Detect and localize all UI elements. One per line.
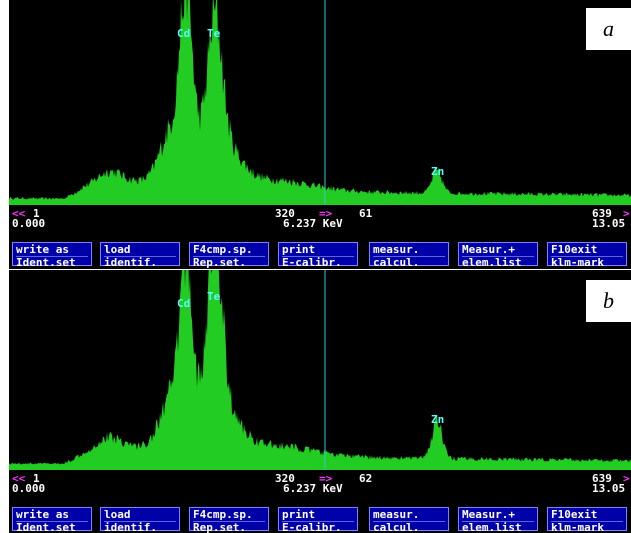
scroll-left-arrow[interactable]: <<	[12, 472, 26, 485]
cursor-count: 62	[359, 472, 373, 485]
peak-label-zn: Zn	[431, 413, 444, 426]
load-button[interactable]: load identif.	[100, 507, 180, 533]
function-key-menu: write as Ident.set load identif. F4cmp.sp.…	[9, 239, 631, 269]
left-channel: 1	[33, 472, 40, 485]
cursor-channel: 320	[275, 472, 295, 485]
measure-button[interactable]: measur. calcul.	[369, 242, 449, 268]
spectrum-panel-a: Cd Te Zn a << 1 0.000 320 => 61 6.237 Ke…	[9, 0, 631, 270]
scroll-right-arrow[interactable]: >	[623, 472, 630, 485]
right-channel: 639	[592, 207, 612, 220]
print-button[interactable]: print E-calibr.	[278, 242, 358, 268]
right-energy: 13.05	[592, 217, 626, 230]
cursor-count: 61	[359, 207, 373, 220]
cursor-energy: 6.237 KeV	[283, 217, 343, 230]
right-energy: 13.05	[592, 482, 626, 495]
panel-letter: b	[586, 280, 631, 322]
measure-button[interactable]: measur. calcul.	[369, 507, 449, 533]
compare-spectra-button[interactable]: F4cmp.sp. Rep.set.	[189, 242, 269, 268]
compare-spectra-button[interactable]: F4cmp.sp. Rep.set.	[189, 507, 269, 533]
cursor-arrow: =>	[319, 207, 333, 220]
write-as-button[interactable]: write as Ident.set	[12, 507, 92, 533]
cursor-arrow: =>	[319, 472, 333, 485]
spectrum-svg: Cd Te Zn	[9, 0, 631, 205]
cursor-energy: 6.237 KeV	[283, 482, 343, 495]
measure-plus-button[interactable]: Measur.+ elem.list	[458, 507, 538, 533]
peak-label-zn: Zn	[431, 165, 444, 178]
panel-letter: a	[586, 8, 631, 50]
exit-button[interactable]: F10exit klm-mark	[547, 507, 627, 533]
spectrum-trace	[9, 270, 631, 470]
spectrum-trace	[9, 0, 631, 205]
spectrum-panel-b: Cd Te Zn b << 1 0.000 320 => 62 6.237 Ke…	[9, 270, 631, 533]
load-button[interactable]: load identif.	[100, 242, 180, 268]
peak-label-te: Te	[207, 27, 221, 40]
peak-label-cd: Cd	[177, 27, 190, 40]
scroll-right-arrow[interactable]: >	[623, 207, 630, 220]
peak-label-cd: Cd	[177, 297, 190, 310]
spectrum-svg: Cd Te Zn	[9, 270, 631, 470]
left-channel: 1	[33, 207, 40, 220]
write-as-button[interactable]: write as Ident.set	[12, 242, 92, 268]
scroll-left-arrow[interactable]: <<	[12, 207, 26, 220]
exit-button[interactable]: F10exit klm-mark	[547, 242, 627, 268]
status-bar: << 1 0.000 320 => 61 6.237 KeV 639 > 13.…	[9, 205, 631, 239]
print-button[interactable]: print E-calibr.	[278, 507, 358, 533]
left-energy: 0.000	[12, 482, 46, 495]
cursor-channel: 320	[275, 207, 295, 220]
status-bar: << 1 0.000 320 => 62 6.237 KeV 639 > 13.…	[9, 470, 631, 504]
right-channel: 639	[592, 472, 612, 485]
measure-plus-button[interactable]: Measur.+ elem.list	[458, 242, 538, 268]
spectrum-plot[interactable]: Cd Te Zn b	[9, 270, 631, 470]
left-energy: 0.000	[12, 217, 46, 230]
peak-label-te: Te	[207, 290, 221, 303]
function-key-menu: write as Ident.set load identif. F4cmp.sp.…	[9, 504, 631, 533]
spectrum-plot[interactable]: Cd Te Zn a	[9, 0, 631, 205]
